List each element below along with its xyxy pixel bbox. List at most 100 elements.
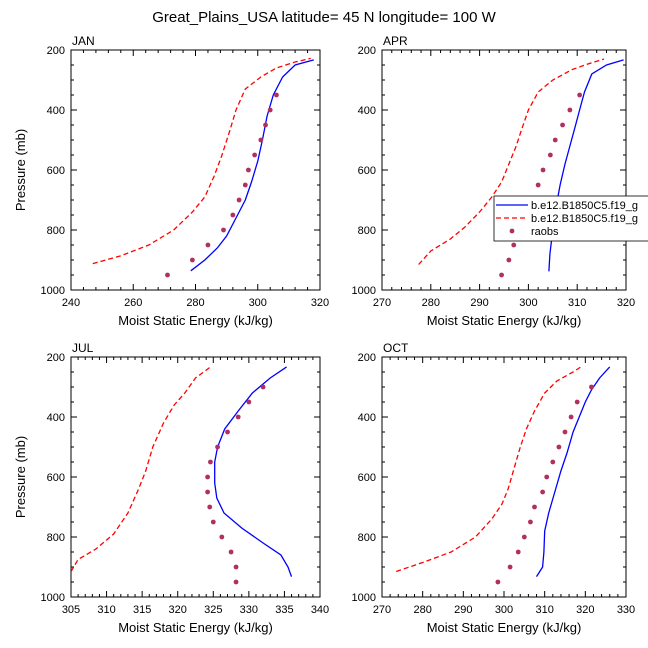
x-tick-label: 305 <box>62 604 80 616</box>
x-tick-label: 330 <box>617 604 635 616</box>
x-tick-label: 280 <box>422 297 440 309</box>
y-tick-label: 200 <box>358 352 376 364</box>
panel-title: JAN <box>72 34 95 48</box>
x-tick-label: 310 <box>535 604 553 616</box>
raobs-point <box>205 489 210 495</box>
raobs-point <box>246 399 252 405</box>
y-tick-label: 800 <box>47 225 65 237</box>
raobs-point <box>236 197 242 203</box>
legend-box <box>493 195 648 242</box>
raobs-point <box>544 474 550 480</box>
series-line-dashed <box>395 366 582 573</box>
x-tick-label: 320 <box>311 297 329 309</box>
x-tick-label: 340 <box>311 604 329 616</box>
y-tick-label: 400 <box>358 105 376 117</box>
raobs-point <box>263 122 268 128</box>
raobs-point <box>574 399 580 405</box>
plot-frame <box>70 49 321 291</box>
y-tick-label: 600 <box>47 472 65 484</box>
raobs-point <box>235 414 241 420</box>
raobs-point <box>219 534 225 540</box>
series-line-dashed <box>92 57 311 265</box>
series-group <box>71 366 293 585</box>
y-tick-label: 200 <box>47 352 65 364</box>
series-line-solid <box>190 59 314 272</box>
y-tick-label: 400 <box>47 412 65 424</box>
raobs-point <box>221 227 226 233</box>
x-tick-label: 300 <box>495 604 513 616</box>
raobs-point <box>521 534 527 540</box>
series-line-solid <box>535 366 611 577</box>
x-tick-label: 290 <box>454 604 472 616</box>
x-tick-label: 300 <box>519 297 537 309</box>
raobs-point <box>230 212 236 218</box>
panel-title: OCT <box>383 341 409 355</box>
panels: JAN 240 260 280 300 320 200 400 600 800 1000 Moist … <box>13 34 648 635</box>
plot-frame <box>70 356 321 598</box>
y-tick-label: 200 <box>358 45 376 57</box>
raobs-point <box>562 429 568 435</box>
x-tick-label: 310 <box>568 297 586 309</box>
x-axis-label: Moist Static Energy (kJ/kg) <box>427 313 582 328</box>
panel-oct: OCT 270 280 290 300 310 320 330 200 400 600 800 1000… <box>352 341 636 635</box>
raobs-point <box>567 107 573 113</box>
y-tick-label: 400 <box>47 105 65 117</box>
raobs-point <box>225 429 230 435</box>
raobs-point <box>506 257 512 263</box>
series-line-solid <box>214 366 293 577</box>
plot-frame <box>381 49 627 291</box>
raobs-point <box>233 579 239 585</box>
raobs-point <box>540 167 546 173</box>
y-tick-label: 1000 <box>352 285 376 297</box>
raobs-point <box>215 444 220 450</box>
series-line-dashed <box>71 366 211 572</box>
y-tick-label: 1000 <box>41 592 65 604</box>
x-tick-label: 260 <box>124 297 142 309</box>
x-tick-label: 280 <box>413 604 431 616</box>
y-tick-label: 600 <box>358 165 376 177</box>
raobs-point <box>208 459 213 465</box>
legend-marker <box>509 228 515 234</box>
x-tick-label: 310 <box>97 604 115 616</box>
raobs-point <box>515 549 521 555</box>
y-tick-label: 800 <box>358 532 376 544</box>
raobs-point <box>252 152 258 158</box>
raobs-point <box>552 137 558 143</box>
raobs-point <box>274 92 279 98</box>
x-tick-label: 315 <box>133 604 151 616</box>
x-tick-label: 270 <box>373 297 391 309</box>
figure-title: Great_Plains_USA latitude= 45 N longitud… <box>152 9 496 26</box>
raobs-point <box>258 137 264 143</box>
series-group <box>395 366 611 585</box>
panel-apr: APR 270 280 290 300 310 320 200 400 600 800 1000 Moi… <box>352 34 648 328</box>
raobs-point <box>189 257 195 263</box>
x-tick-label: 330 <box>240 604 258 616</box>
series-line-dashed <box>418 58 605 265</box>
x-axis-label: Moist Static Energy (kJ/kg) <box>118 313 273 328</box>
raobs-point <box>499 272 504 278</box>
x-tick-label: 240 <box>62 297 80 309</box>
raobs-point <box>507 564 513 570</box>
raobs-point <box>495 579 501 585</box>
raobs-point <box>556 444 562 450</box>
raobs-point <box>246 167 251 173</box>
raobs-point <box>560 122 565 128</box>
y-tick-label: 600 <box>358 472 376 484</box>
raobs-point <box>535 182 541 188</box>
y-tick-label: 600 <box>47 165 65 177</box>
raobs-point <box>267 107 273 113</box>
raobs-point <box>207 504 213 510</box>
x-tick-label: 290 <box>470 297 488 309</box>
raobs-point <box>205 474 210 480</box>
panel-jan: JAN 240 260 280 300 320 200 400 600 800 1000 Moist … <box>13 34 329 328</box>
y-tick-label: 800 <box>47 532 65 544</box>
x-axis-label: Moist Static Energy (kJ/kg) <box>118 620 273 635</box>
raobs-point <box>540 489 546 495</box>
x-tick-label: 325 <box>204 604 222 616</box>
raobs-point <box>589 384 594 390</box>
raobs-point <box>260 384 266 390</box>
x-axis-label: Moist Static Energy (kJ/kg) <box>427 620 582 635</box>
raobs-point <box>210 519 216 525</box>
raobs-point <box>242 182 248 188</box>
